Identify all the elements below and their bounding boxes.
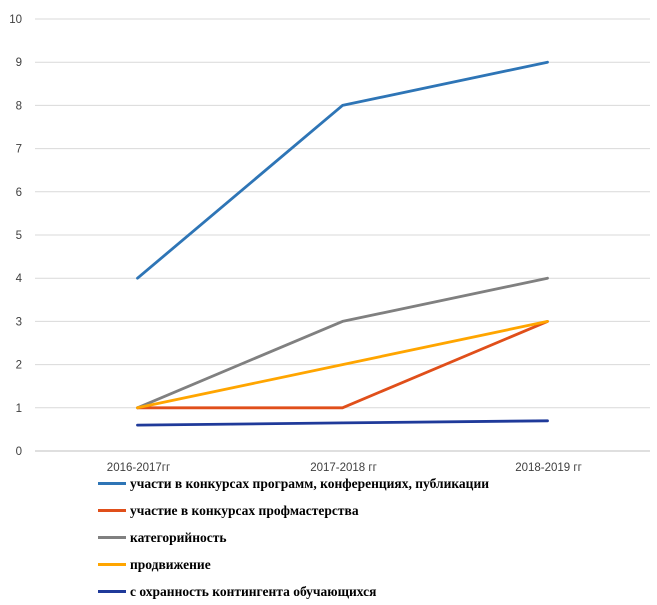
legend-swatch	[98, 482, 126, 485]
legend-item: участие в конкурсах профмастерства	[98, 497, 638, 524]
legend-label: категорийность	[130, 529, 227, 545]
series-line-3	[136, 276, 549, 410]
gridlines	[35, 18, 650, 452]
y-tick-label: 8	[16, 100, 22, 112]
y-tick-label: 6	[16, 187, 22, 199]
legend-swatch	[98, 590, 126, 593]
series-line-4	[136, 319, 549, 410]
y-tick-label: 4	[16, 273, 23, 285]
line-chart: 0 1 2 3 4 5 6 7 8 9 10 2016-2017гг 2017-2018 гг 2018…	[9, 14, 650, 474]
y-tick-label: 2	[16, 360, 22, 372]
y-tick-label: 7	[16, 144, 22, 156]
series-line-5	[136, 419, 549, 427]
legend-label: продвижение	[130, 556, 211, 572]
x-tick-label: 2018-2019 гг	[515, 462, 582, 474]
x-tick-label: 2016-2017гг	[107, 462, 170, 474]
series-line-1	[136, 60, 549, 280]
x-axis-ticks: 2016-2017гг 2017-2018 гг 2018-2019 гг	[107, 462, 582, 474]
y-tick-label: 9	[16, 57, 22, 69]
y-tick-label: 10	[9, 14, 22, 26]
legend-label: с охранность контингента обучающихся	[130, 583, 377, 599]
legend: участи в конкурсах программ, конференция…	[98, 470, 638, 605]
series-lines	[136, 60, 549, 427]
y-axis-ticks: 0 1 2 3 4 5 6 7 8 9 10	[9, 14, 22, 458]
y-tick-label: 3	[16, 316, 22, 328]
legend-label: участие в конкурсах профмастерства	[130, 502, 359, 518]
y-tick-label: 5	[16, 230, 22, 242]
series-line-2	[136, 319, 549, 410]
y-tick-label: 1	[16, 403, 22, 415]
legend-item: категорийность	[98, 524, 638, 551]
legend-swatch	[98, 536, 126, 539]
legend-item: с охранность контингента обучающихся	[98, 578, 638, 605]
y-tick-label: 0	[16, 446, 22, 458]
x-tick-label: 2017-2018 гг	[310, 462, 377, 474]
legend-swatch	[98, 563, 126, 566]
legend-label: участи в конкурсах программ, конференция…	[130, 475, 490, 491]
legend-swatch	[98, 509, 126, 512]
legend-item: продвижение	[98, 551, 638, 578]
legend-item: участи в конкурсах программ, конференция…	[98, 470, 638, 497]
